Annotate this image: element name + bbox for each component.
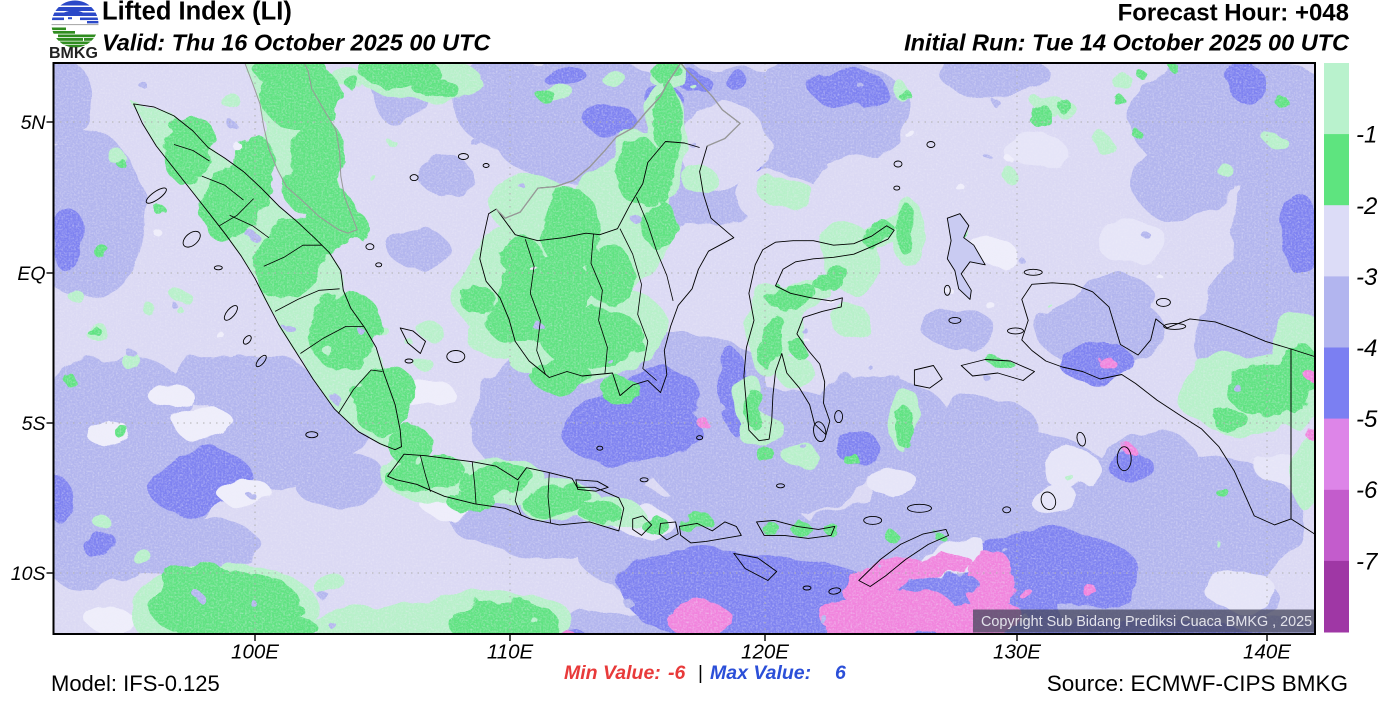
svg-text:Model: IFS-0.125: Model: IFS-0.125: [51, 671, 220, 696]
svg-text:-2: -2: [1356, 193, 1377, 220]
svg-text:Copyright Sub Bidang Prediksi: Copyright Sub Bidang Prediksi Cuaca BMKG…: [981, 614, 1312, 630]
svg-text:5S: 5S: [22, 413, 46, 435]
svg-text:Min Value:: Min Value:: [564, 662, 661, 684]
svg-text:110E: 110E: [487, 641, 534, 664]
svg-text:140E: 140E: [1243, 641, 1291, 664]
svg-text:120E: 120E: [741, 641, 789, 664]
svg-text:Lifted Index (LI): Lifted Index (LI): [102, 0, 292, 26]
svg-text:5N: 5N: [21, 112, 47, 134]
svg-text:130E: 130E: [993, 641, 1041, 664]
svg-text:-6: -6: [1356, 477, 1378, 504]
svg-text:-6: -6: [668, 662, 685, 684]
svg-text:-7: -7: [1356, 548, 1379, 575]
svg-text:10S: 10S: [11, 563, 46, 585]
svg-text:Valid: Thu 16 October 2025 00: Valid: Thu 16 October 2025 00 UTC: [102, 30, 491, 56]
svg-text:Max Value:: Max Value:: [710, 662, 811, 684]
svg-text:-4: -4: [1356, 335, 1377, 362]
svg-text:100E: 100E: [231, 641, 279, 664]
svg-text:Source: ECMWF-CIPS BMKG: Source: ECMWF-CIPS BMKG: [1047, 671, 1348, 696]
svg-text:EQ: EQ: [17, 263, 45, 285]
svg-text:Initial Run: Tue 14 October 20: Initial Run: Tue 14 October 2025 00 UTC: [904, 30, 1350, 56]
svg-text:BMKG: BMKG: [49, 45, 98, 62]
svg-text:-5: -5: [1356, 406, 1378, 433]
svg-text:|: |: [698, 663, 703, 684]
svg-text:-3: -3: [1356, 264, 1378, 291]
svg-text:-1: -1: [1356, 122, 1377, 149]
svg-text:6: 6: [835, 662, 846, 684]
svg-text:Forecast Hour: +048: Forecast Hour: +048: [1118, 0, 1349, 27]
